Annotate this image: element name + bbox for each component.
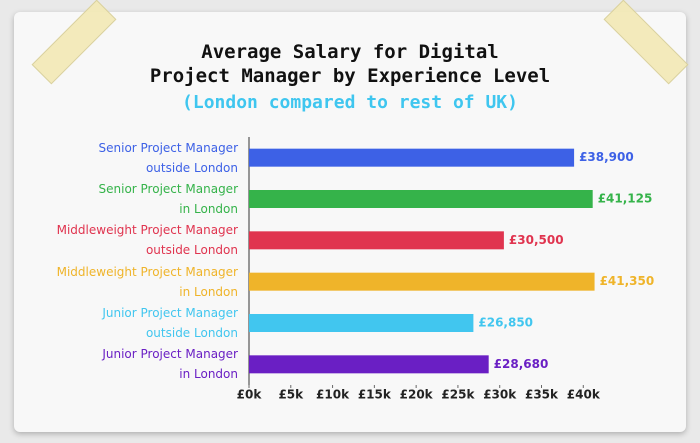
category-label: Middleweight Project Manager outside Lon… [56,223,238,258]
value-label: £28,680 [494,357,549,371]
category-label: Senior Project Manager outside London [98,140,239,175]
bar [249,272,595,291]
x-tick-label: £10k [316,388,350,402]
value-label: £41,125 [598,192,653,206]
bar [249,355,489,374]
bar [249,314,474,332]
x-tick-label: £5k [278,388,304,402]
value-label: £38,900 [579,150,634,164]
category-label: Junior Project Manager outside London [102,306,238,340]
bar [249,231,504,250]
x-tick-label: £35k [525,388,559,402]
value-label: £30,500 [509,233,564,247]
x-tick-label: £30k [483,388,517,402]
category-label: Middleweight Project Manager in London [56,264,238,299]
bar [249,148,575,167]
x-tick-label: £25k [441,388,475,402]
chart-title: Average Salary for Digital Project Manag… [149,41,551,87]
x-tick-label: £20k [400,388,434,402]
value-label: £26,850 [478,316,533,330]
x-tick-label: £15k [358,388,392,402]
chart-subtitle: (London compared to rest of UK) [182,92,518,113]
x-tick-label: £0k [237,388,263,402]
category-label: Junior Project Manager in London [102,347,238,382]
x-tick-label: £40k [567,388,601,402]
category-label: Senior Project Manager in London [98,182,239,216]
value-label: £41,350 [600,274,655,288]
bar [249,190,593,208]
